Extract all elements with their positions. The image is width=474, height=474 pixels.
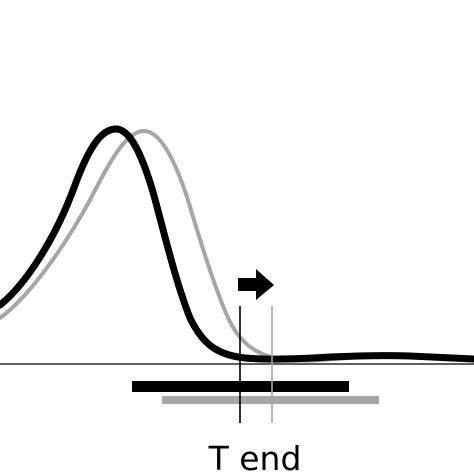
shifted-duration-bar [162,396,379,404]
primary-waveform [0,125,474,363]
shift-arrow-icon [238,269,274,300]
shifted-waveform [0,129,474,363]
tend-label: T end [208,439,302,474]
